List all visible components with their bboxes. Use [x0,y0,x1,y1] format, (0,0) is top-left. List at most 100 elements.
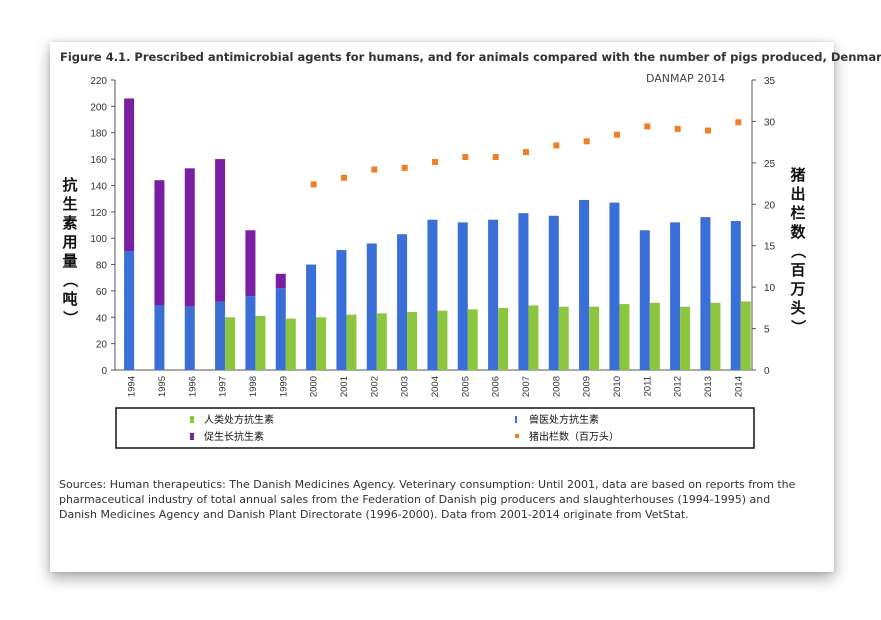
y-tick-label: 120 [90,208,107,219]
x-tick-label: 1997 [218,376,229,397]
human-bar [680,306,691,370]
vet-bar [215,301,226,370]
vet-bar [548,215,559,370]
vet-bar [518,213,529,370]
svg-text:抗: 抗 [62,176,77,194]
y2-tick-label: 5 [764,325,770,336]
y-tick-label: 160 [90,155,107,166]
legend-label-growth: 促生长抗生素 [204,430,264,443]
y2-tick-label: 20 [764,200,776,211]
vet-bar [700,217,711,370]
y2-tick-label: 10 [764,283,776,294]
vet-bar [306,264,317,370]
legend-swatch-growth [190,433,194,440]
human-bar [346,314,357,370]
x-tick-label: 1996 [187,376,198,397]
legend-swatch-human [190,416,194,423]
svg-text:（: （ [61,272,79,287]
pig-marker [341,174,348,181]
legend-box [115,407,755,449]
vet-bar [397,234,408,370]
pig-marker [644,123,651,130]
y-tick-label: 80 [96,261,108,272]
x-tick-label: 2007 [521,376,532,397]
y-tick-label: 220 [90,76,107,87]
growth-bar [124,98,135,252]
human-bar [589,306,600,370]
growth-bar [184,168,195,307]
human-bar [740,301,751,370]
pig-marker [371,166,378,173]
pig-marker [523,149,530,156]
pig-marker [462,154,469,161]
x-tick-label: 2012 [673,376,684,397]
y-tick-label: 20 [96,340,108,351]
vet-bar [488,219,499,370]
svg-text:）: ） [61,310,79,325]
vet-bar [336,250,347,370]
y2-axis-label: 猪出栏数 （ 百万头 ） [789,166,807,335]
pig-marker [553,142,560,149]
x-tick-label: 2011 [642,376,653,396]
svg-text:用: 用 [62,233,77,251]
svg-text:（: （ [789,243,807,258]
legend-label-human: 人类处方抗生素 [204,413,274,426]
vet-bar [670,222,681,370]
x-tick-label: 1999 [278,376,289,397]
svg-text:栏: 栏 [790,204,805,222]
x-tick-label: 2009 [582,376,593,397]
svg-text:数: 数 [790,223,806,241]
svg-text:猪: 猪 [789,166,805,184]
chart-svg: 0204060801001201401601802002200510152025… [61,76,807,449]
danmap-watermark: DANMAP 2014 [646,72,726,85]
legend-label-vet: 兽医处方抗生素 [529,413,599,426]
growth-bar [215,159,226,302]
human-bar [498,308,509,370]
human-bar [407,312,418,370]
pig-marker [674,125,681,132]
pig-marker [310,181,317,188]
figure-card: Figure 4.1. Prescribed antimicrobial age… [50,42,881,572]
growth-bar [275,273,286,289]
human-bar [255,315,266,370]
vet-bar [579,199,590,370]
source-note: Sources: Human therapeutics: The Danish … [59,478,796,521]
y-tick-label: 200 [90,102,107,113]
svg-text:吨: 吨 [62,290,77,308]
y2-tick-label: 35 [764,76,776,87]
legend-label-pigs: 猪出栏数（百万头） [529,430,619,443]
pig-marker [614,131,621,138]
x-tick-label: 2000 [309,376,320,397]
human-bar [376,313,387,370]
vet-bar [366,243,377,370]
y-tick-label: 0 [101,366,107,377]
svg-text:量: 量 [62,252,77,270]
vet-bar [730,221,741,370]
vet-bar [609,202,620,370]
svg-text:出: 出 [790,185,805,203]
x-tick-label: 1995 [157,376,168,397]
growth-bar [154,180,165,306]
vet-bar [457,222,468,370]
x-tick-label: 2003 [400,376,411,397]
human-bar [437,310,448,370]
y-tick-label: 40 [96,313,108,324]
y2-tick-label: 30 [764,117,776,128]
human-bar [225,317,236,370]
figure-title: Figure 4.1. Prescribed antimicrobial age… [60,50,881,64]
vet-bar [124,251,135,370]
x-tick-label: 2005 [460,376,471,397]
svg-text:百: 百 [790,261,805,279]
y-tick-label: 140 [90,181,107,192]
svg-text:素: 素 [62,214,77,232]
human-bar [710,302,721,370]
vet-bar [154,305,165,370]
x-tick-label: 1994 [127,376,138,397]
pig-marker [492,154,499,161]
x-tick-label: 2013 [703,376,714,397]
vet-bar [184,306,195,370]
human-bar [649,302,660,370]
y2-tick-label: 15 [764,242,776,253]
growth-bar [245,230,256,297]
svg-text:头: 头 [790,299,805,317]
